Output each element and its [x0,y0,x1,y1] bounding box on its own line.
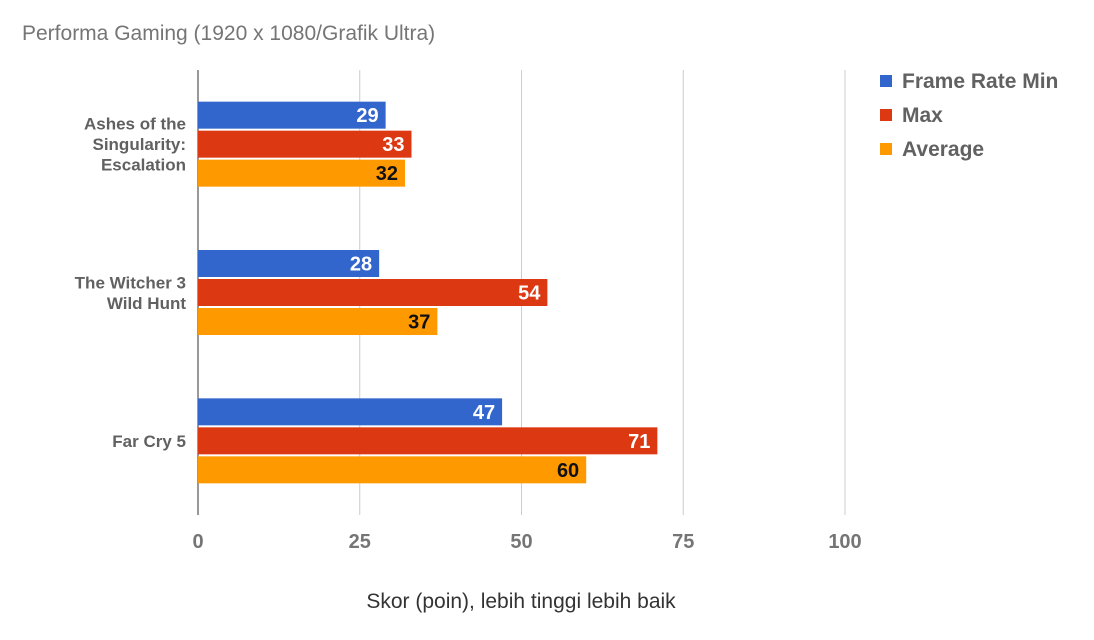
bar-value-label: 28 [350,254,372,276]
x-tick-label: 100 [828,531,861,553]
x-tick-label: 50 [510,531,532,553]
category-label: Wild Hunt [107,294,186,313]
x-tick-label: 25 [349,531,371,553]
legend: Frame Rate Min Max Average [880,70,1058,161]
bar [198,456,587,484]
bar [198,101,386,129]
x-tick-label: 0 [192,531,203,553]
bar-value-label: 37 [408,312,430,334]
bar-value-label: 29 [356,105,378,127]
category-label: The Witcher 3 [75,273,186,292]
legend-label: Frame Rate Min [902,70,1058,93]
bar [198,159,406,187]
bar-value-label: 33 [382,134,404,156]
category-label: Ashes of the [84,115,186,134]
bar-value-label: 54 [518,283,541,305]
legend-swatch [880,75,892,87]
x-tick-label: 75 [672,531,694,553]
bar [198,279,548,306]
bar-value-label: 60 [557,460,579,482]
category-label: Singularity: [92,135,186,154]
bar [198,250,380,277]
bar [198,308,438,335]
legend-label: Max [902,104,943,127]
category-label: Escalation [101,156,186,175]
bar [198,398,503,426]
legend-swatch [880,143,892,155]
chart-title: Performa Gaming (1920 x 1080/Grafik Ultr… [22,22,436,45]
category-label: Far Cry 5 [112,432,186,451]
x-axis-title: Skor (poin), lebih tinggi lebih baik [366,590,676,613]
bar-value-label: 47 [473,402,495,424]
bar-value-label: 32 [376,163,398,185]
x-tick-labels: 0 25 50 75 100 [192,531,861,553]
bar [198,130,412,158]
legend-label: Average [902,138,984,161]
bar-value-label: 71 [628,431,650,453]
legend-swatch [880,109,892,121]
bar [198,427,658,455]
